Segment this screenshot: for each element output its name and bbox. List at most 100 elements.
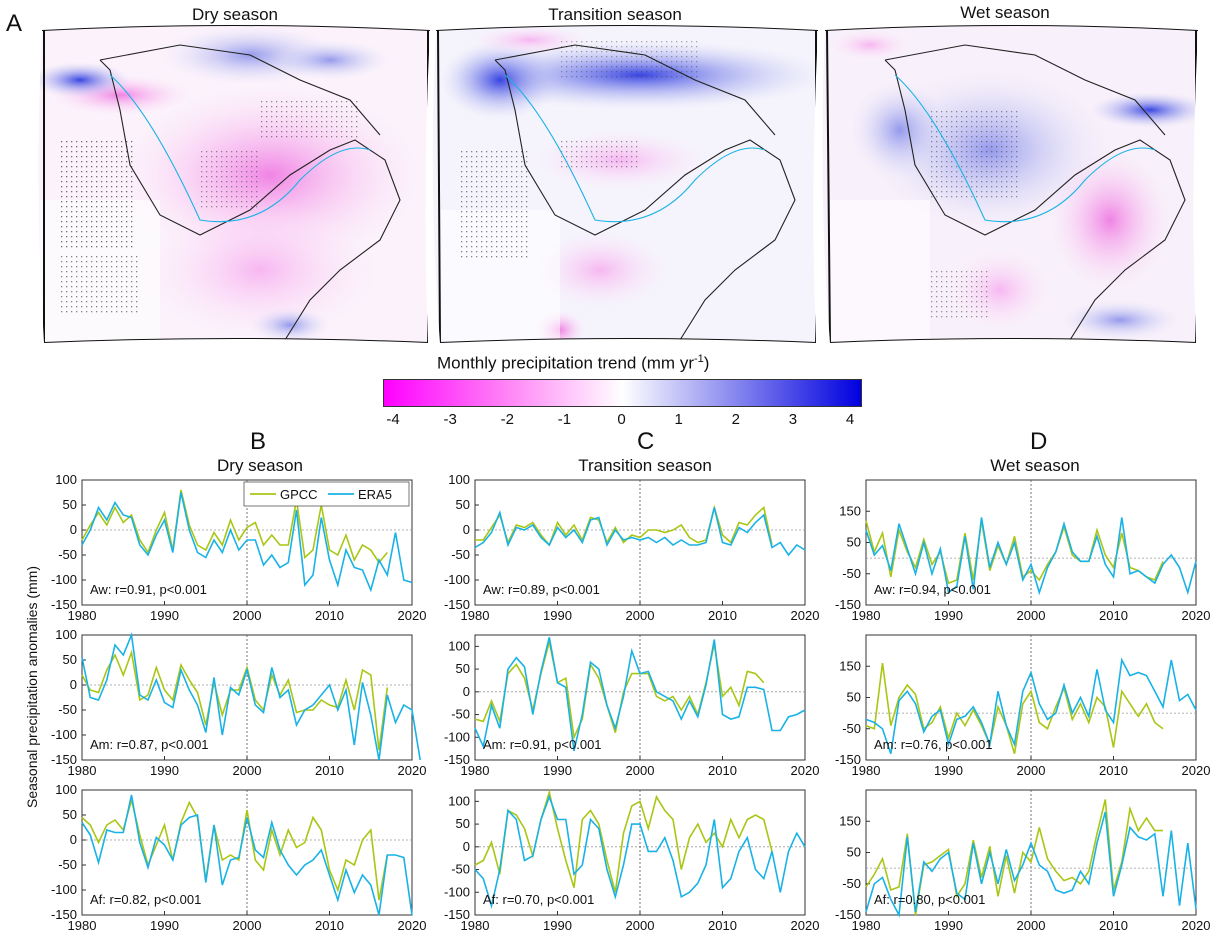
y-tick-label: 100 [448, 638, 470, 653]
x-tick-label: 2000 [1017, 763, 1046, 778]
trend-maps [38, 25, 1198, 343]
x-tick-label: 2010 [708, 763, 737, 778]
y-tick-label: -150 [835, 907, 861, 922]
y-tick-label: -100 [51, 572, 77, 587]
x-tick-label: 1990 [934, 608, 963, 623]
series-gpcc [474, 789, 773, 893]
map-title-transition: Transition season [548, 5, 682, 24]
x-tick-label: 1980 [852, 918, 881, 933]
x-tick-label: 1980 [68, 918, 97, 933]
x-tick-label: 1980 [68, 608, 97, 623]
x-tick-label: 2010 [315, 918, 344, 933]
column-title-transition: Transition season [578, 456, 712, 475]
x-tick-label: 1980 [68, 763, 97, 778]
x-tick-label: 2000 [626, 918, 655, 933]
y-tick-label: -150 [835, 597, 861, 612]
y-tick-label: 0 [463, 839, 470, 854]
series-era5 [474, 637, 806, 752]
y-tick-label: 50 [456, 661, 470, 676]
x-tick-label: 1990 [150, 918, 179, 933]
x-tick-label: 2000 [233, 608, 262, 623]
x-tick-label: 2020 [1182, 918, 1211, 933]
x-tick-label: 2010 [708, 608, 737, 623]
y-tick-label: 50 [456, 816, 470, 831]
y-tick-label: 0 [70, 522, 77, 537]
series-era5 [865, 811, 1197, 918]
legend: GPCC ERA5 [243, 481, 410, 507]
x-tick-label: 1990 [150, 763, 179, 778]
x-tick-label: 2010 [708, 918, 737, 933]
stats-annotation: Am: r=0.76, p<0.001 [874, 737, 993, 752]
column-title-wet: Wet season [990, 456, 1080, 475]
series-era5 [81, 492, 413, 593]
x-tick-label: 2020 [791, 918, 820, 933]
y-tick-label: -50 [451, 547, 470, 562]
y-tick-label: 150 [839, 658, 861, 673]
y-tick-label: 50 [63, 807, 77, 822]
stats-annotation: Af: r=0.80, p<0.001 [874, 892, 985, 907]
panel-c-letter: C [637, 428, 655, 455]
stats-annotation: Am: r=0.87, p<0.001 [90, 737, 209, 752]
colorbar-tick: 2 [731, 411, 740, 428]
series-era5 [81, 631, 421, 761]
x-tick-label: 2010 [315, 763, 344, 778]
colorbar-tick: 0 [617, 411, 626, 428]
stats-annotation: Aw: r=0.89, p<0.001 [483, 582, 600, 597]
y-tick-label: 100 [55, 782, 77, 797]
x-tick-label: 2010 [1099, 608, 1128, 623]
y-tick-label: -100 [51, 727, 77, 742]
map-title-wet: Wet season [960, 3, 1050, 22]
stats-annotation: Aw: r=0.91, p<0.001 [90, 582, 207, 597]
x-tick-label: 2000 [233, 763, 262, 778]
y-tick-label: 150 [839, 813, 861, 828]
y-tick-label: 50 [847, 845, 861, 860]
y-tick-label: 50 [63, 652, 77, 667]
colorbar-title-tail: ) [703, 353, 710, 373]
y-tick-label: 100 [55, 472, 77, 487]
x-tick-label: 2000 [626, 608, 655, 623]
colorbar-title: Monthly precipitation trend (mm yr-1) [437, 353, 709, 374]
colorbar-tick: 1 [674, 411, 683, 428]
y-tick-label: -50 [842, 721, 861, 736]
y-tick-label: -100 [444, 572, 470, 587]
x-tick-label: 2000 [1017, 918, 1046, 933]
x-tick-label: 2000 [233, 918, 262, 933]
panel-d-letter: D [1030, 428, 1048, 455]
y-tick-label: -100 [444, 729, 470, 744]
series-era5 [81, 794, 413, 916]
colorbar-title-sup: -1 [693, 353, 704, 365]
y-tick-label: -50 [842, 876, 861, 891]
y-tick-label: 100 [448, 793, 470, 808]
colorbar [383, 379, 862, 407]
stats-annotation: Af: r=0.82, p<0.001 [90, 892, 201, 907]
colorbar-tick: -4 [386, 411, 400, 428]
y-tick-label: 0 [70, 677, 77, 692]
y-tick-label: -50 [58, 857, 77, 872]
colorbar-tick: 4 [845, 411, 855, 428]
x-tick-label: 2010 [1099, 763, 1128, 778]
series-gpcc [475, 504, 773, 547]
y-tick-label: -50 [842, 566, 861, 581]
y-tick-label: -50 [58, 702, 77, 717]
series-gpcc [81, 489, 388, 564]
x-tick-label: 1980 [461, 763, 490, 778]
x-tick-label: 2000 [626, 763, 655, 778]
x-tick-label: 1990 [543, 918, 572, 933]
map-wet [822, 25, 1198, 343]
x-tick-label: 1980 [461, 608, 490, 623]
panel-b-letter: B [250, 428, 267, 455]
y-tick-label: -150 [51, 907, 77, 922]
x-tick-label: 1990 [934, 763, 963, 778]
y-tick-label: 0 [463, 522, 470, 537]
colorbar-tick: -2 [500, 411, 514, 428]
y-tick-label: -150 [444, 907, 470, 922]
series-gpcc [865, 662, 1164, 755]
y-tick-label: -50 [58, 547, 77, 562]
